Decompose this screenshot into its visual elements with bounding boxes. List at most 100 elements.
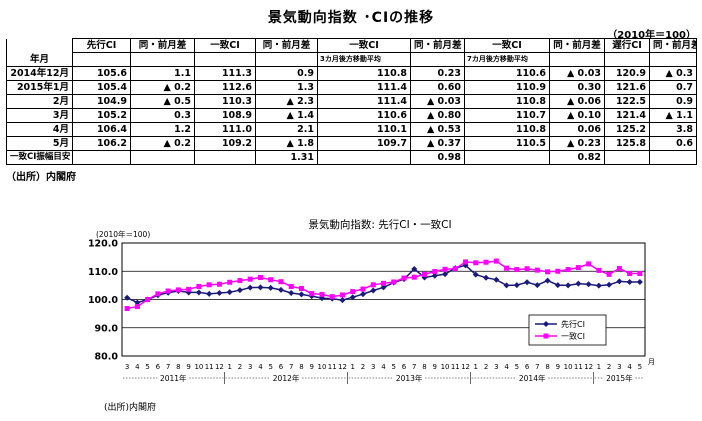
- data-point: [360, 286, 366, 292]
- footer-coincident-chg: 1.31: [255, 150, 318, 165]
- table-header-row: 先行CI 同・前月差 一致CI 同・前月差 一致CI 同・前月差 一致CI 同・…: [6, 38, 697, 53]
- data-point: [186, 286, 192, 292]
- x-tick-label: 8: [422, 363, 426, 371]
- legend-marker: [543, 321, 549, 327]
- x-tick-label: 2: [484, 363, 488, 371]
- data-point: [277, 286, 284, 293]
- data-point: [370, 287, 377, 294]
- data-point: [555, 268, 561, 274]
- data-point: [206, 282, 212, 288]
- data-point: [452, 266, 458, 272]
- x-tick-label: 6: [402, 363, 407, 371]
- x-tick-label: 8: [545, 363, 549, 371]
- data-point: [175, 287, 181, 293]
- table-row: 4月 106.4 1.2 111.0 2.1 110.1 ▲ 0.53 110.8 0.06 12…: [6, 122, 697, 137]
- chart-unit-label: (2010年＝100): [96, 229, 150, 239]
- base-year-note: （2010年＝100）: [607, 30, 696, 41]
- x-tick-label: 5: [145, 363, 149, 371]
- table-title: 景気動向指数 ･CIの推移: [267, 10, 435, 26]
- ci-table: 先行CI 同・前月差 一致CI 同・前月差 一致CI 同・前月差 一致CI 同・…: [6, 38, 697, 165]
- year-label: 2011年: [160, 373, 187, 383]
- x-tick-label: 10: [318, 363, 327, 371]
- legend-label: 先行CI: [561, 319, 585, 329]
- x-tick-label: 1: [474, 363, 478, 371]
- data-point: [554, 282, 561, 289]
- data-point: [216, 281, 222, 287]
- data-point: [627, 271, 633, 277]
- x-tick-label: 12: [461, 363, 470, 371]
- data-point: [483, 274, 490, 281]
- data-point: [145, 297, 151, 302]
- header-coincident: 一致CI: [194, 38, 256, 53]
- data-point: [236, 287, 243, 294]
- data-point: [616, 265, 622, 271]
- x-tick-label: 11: [205, 363, 214, 371]
- y-tick-label: 120.0: [88, 239, 118, 250]
- data-point: [247, 284, 254, 291]
- data-point: [493, 276, 500, 283]
- x-tick-label: 1: [227, 363, 231, 371]
- x-tick-label: 7: [535, 363, 539, 371]
- x-tick-label: 3: [371, 363, 375, 371]
- data-point: [329, 294, 335, 300]
- x-tick-label: 2: [361, 363, 365, 371]
- x-tick-label: 1: [351, 363, 355, 371]
- y-tick-label: 110.0: [88, 267, 118, 278]
- table-footer-row: 一致CI振幅目安 1.31 0.98 0.82: [6, 150, 697, 165]
- x-tick-label: 4: [258, 363, 263, 371]
- data-point: [575, 280, 582, 287]
- data-point: [268, 277, 274, 283]
- x-tick-label: 5: [392, 363, 396, 371]
- x-tick-label: 11: [328, 363, 337, 371]
- data-point: [134, 304, 140, 310]
- data-point: [596, 267, 602, 273]
- y-tick-label: 90.0: [95, 323, 119, 334]
- data-point: [432, 269, 438, 275]
- footer-coincident-7m-chg: 0.82: [549, 150, 605, 165]
- data-point: [626, 278, 633, 285]
- x-tick-label: 7: [166, 363, 170, 371]
- year-label: 2013年: [396, 373, 423, 383]
- data-point: [349, 294, 356, 301]
- data-point: [339, 292, 345, 298]
- data-point: [288, 284, 294, 290]
- header-coincident-7m-chg: 同・前月差: [549, 38, 605, 53]
- data-point: [411, 274, 417, 280]
- data-point: [370, 282, 376, 288]
- data-point: [298, 285, 304, 291]
- y-tick-label: 80.0: [95, 352, 119, 363]
- data-point: [216, 290, 223, 297]
- x-tick-label: 9: [556, 363, 560, 371]
- table-source: （出所）内閣府: [6, 172, 76, 183]
- x-tick-label: 11: [574, 363, 583, 371]
- data-point: [339, 297, 346, 304]
- x-tick-label: 2: [607, 363, 611, 371]
- data-point: [606, 271, 612, 277]
- x-tick-label: 5: [268, 363, 272, 371]
- x-tick-label: 6: [525, 363, 530, 371]
- x-tick-label: 8: [176, 363, 180, 371]
- x-tick-label: 4: [381, 363, 386, 371]
- data-point: [206, 290, 213, 297]
- data-point: [237, 278, 243, 284]
- legend-box: [528, 314, 607, 346]
- data-point: [637, 271, 643, 277]
- x-tick-label: 12: [338, 363, 347, 371]
- data-point: [401, 275, 407, 281]
- data-point: [473, 260, 479, 266]
- x-tick-label: 6: [156, 363, 161, 371]
- x-tick-label: 4: [135, 363, 140, 371]
- x-tick-label: 10: [194, 363, 203, 371]
- table-row: 5月 106.2 ▲ 0.2 109.2 ▲ 1.8 109.7 ▲ 0.37 110.5 ▲ …: [6, 136, 697, 151]
- data-point: [483, 259, 489, 265]
- data-point: [545, 269, 551, 275]
- data-point: [503, 282, 510, 289]
- data-point: [463, 259, 469, 265]
- x-tick-label: 2: [238, 363, 242, 371]
- x-tick-label: 3: [494, 363, 498, 371]
- year-label: 2015年: [606, 373, 633, 383]
- data-point: [195, 289, 202, 296]
- x-tick-label: 3: [125, 363, 129, 371]
- data-point: [124, 306, 130, 312]
- table-row: 2月 104.9 ▲ 0.5 110.3 ▲ 2.3 111.4 ▲ 0.03 110.8 ▲ …: [6, 94, 697, 109]
